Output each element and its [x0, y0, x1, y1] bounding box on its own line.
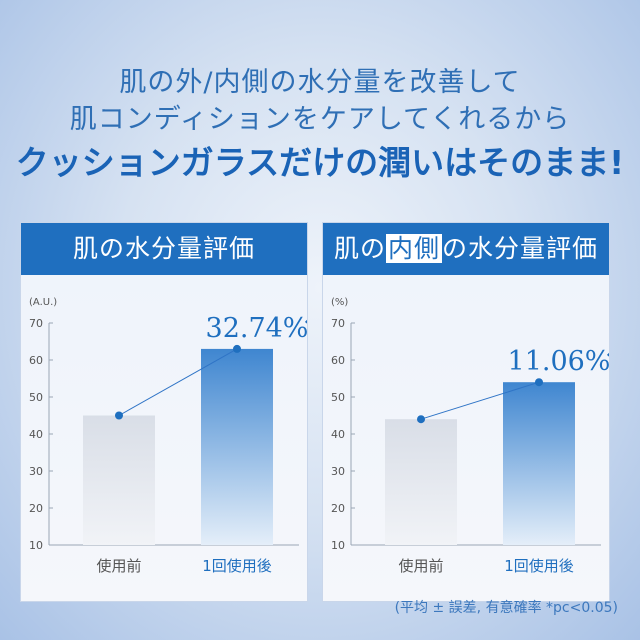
chart-title-highlight: 内側 [385, 234, 442, 263]
bar-after [503, 382, 575, 545]
y-tick-label: 10 [331, 539, 345, 552]
increase-arrow: ↑ [299, 311, 307, 344]
bar-before [385, 419, 457, 545]
data-point-after [233, 344, 241, 353]
y-tick-label: 20 [29, 502, 43, 515]
headline-line-1: 肌の外/内側の水分量を改善して [119, 67, 521, 98]
data-point-after [535, 378, 543, 387]
headline-line-2: 肌コンディションをケアしてくれるから [69, 104, 571, 135]
y-tick-label: 50 [29, 391, 43, 404]
bar-before [83, 415, 155, 545]
chart-title-pre: 肌の [333, 234, 386, 263]
x-category-label: 1回使用後 [504, 557, 574, 575]
x-category-label: 使用前 [398, 557, 443, 575]
y-tick-label: 60 [29, 354, 43, 367]
y-tick-label: 20 [331, 502, 345, 515]
trend-line [118, 348, 238, 416]
headline-line-3: クッションガラスだけの潤いはそのまま! [15, 143, 625, 182]
chart-panel-inner-moisture: 肌の内側の水分量評価 (%) 10 20 30 40 50 60 70 使用前 1回使用後 11.0… [322, 222, 610, 602]
data-point-before [115, 411, 123, 420]
y-tick-label: 40 [331, 428, 345, 441]
y-tick-label: 70 [29, 317, 43, 330]
chart-inner-moisture: (%) 10 20 30 40 50 60 70 使用前 1回使用後 11.06%↑ [331, 297, 609, 575]
y-tick-label: 50 [331, 391, 345, 404]
trend-line [420, 381, 540, 420]
y-tick-label: 30 [29, 465, 43, 478]
footnote: (平均 ± 誤差, 有意確率 *pc<0.05) [394, 600, 618, 616]
x-category-label: 1回使用後 [202, 557, 272, 575]
y-tick-label: 40 [29, 428, 43, 441]
y-tick-label: 60 [331, 354, 345, 367]
y-tick-label: 10 [29, 539, 43, 552]
bar-after [201, 348, 273, 545]
change-annotation: 11.06% [508, 346, 609, 377]
chart-title-post: の水分量評価 [442, 234, 599, 263]
increase-arrow: ↑ [601, 344, 609, 377]
x-category-label: 使用前 [96, 557, 141, 575]
chart-panel-surface-moisture: 肌の水分量評価 (A.U.) 10 20 30 40 50 60 70 使用前 1回使用後 32.7… [20, 222, 308, 602]
axis-unit-label: (%) [331, 297, 348, 308]
data-point-before [417, 415, 425, 424]
chart-title: 肌の水分量評価 [21, 223, 307, 275]
change-annotation: 32.74% [206, 313, 307, 344]
axis-unit-label: (A.U.) [29, 297, 57, 308]
chart-title: 肌の内側の水分量評価 [323, 223, 609, 275]
y-tick-label: 30 [331, 465, 345, 478]
chart-surface-moisture: (A.U.) 10 20 30 40 50 60 70 使用前 1回使用後 32.74%↑ [29, 297, 307, 575]
y-tick-label: 70 [331, 317, 345, 330]
